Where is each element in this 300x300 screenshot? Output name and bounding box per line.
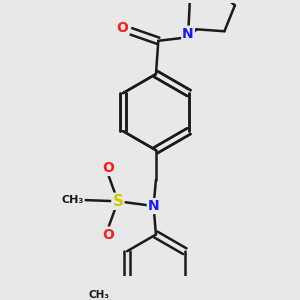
Text: S: S <box>112 194 123 209</box>
Text: O: O <box>103 228 114 242</box>
Text: O: O <box>117 21 129 35</box>
Text: CH₃: CH₃ <box>88 290 109 300</box>
Text: N: N <box>182 27 194 41</box>
Text: CH₃: CH₃ <box>61 195 84 205</box>
Text: O: O <box>103 161 114 175</box>
Text: N: N <box>148 199 159 213</box>
